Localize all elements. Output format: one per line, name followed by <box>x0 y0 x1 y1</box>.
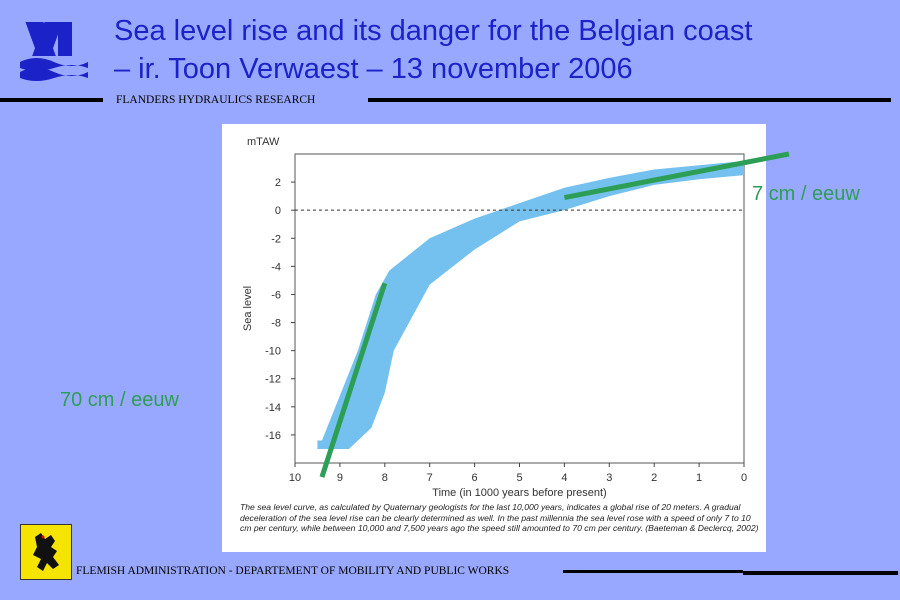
x-tick-label: 6 <box>472 472 478 484</box>
flanders-hydraulics-logo <box>20 22 88 81</box>
x-tick-label: 8 <box>382 472 388 484</box>
x-tick-label: 5 <box>516 472 522 484</box>
x-tick-label: 2 <box>651 472 657 484</box>
flemish-lion-flag <box>20 524 72 580</box>
footer-rule <box>563 570 743 573</box>
x-tick-label: 0 <box>741 472 747 484</box>
x-tick-label: 9 <box>337 472 343 484</box>
chart-panel: 2 0 -2 -4 -6 -8 -10 -12 -14 -16 10 9 8 7 6 5 4 3 2 1 0 mTAW Se… <box>222 124 790 552</box>
footer-rule-right <box>743 571 898 575</box>
y-unit-label: mTAW <box>247 136 280 148</box>
y-tick-label: -14 <box>265 402 281 414</box>
x-tick-label: 7 <box>427 472 433 484</box>
slide-title: Sea level rise and its danger for the Be… <box>114 12 894 88</box>
y-tick-label: 0 <box>275 205 281 217</box>
x-tick-label: 3 <box>606 472 612 484</box>
x-tick-label: 4 <box>561 472 567 484</box>
y-tick-label: 2 <box>275 177 281 189</box>
trend-line-recent <box>563 151 790 200</box>
title-line-2: – ir. Toon Verwaest – 13 november 2006 <box>114 53 633 85</box>
footer-department: FLEMISH ADMINISTRATION - DEPARTEMENT OF … <box>76 565 510 577</box>
x-tick-label: 1 <box>696 472 702 484</box>
y-tick-label: -2 <box>271 233 281 245</box>
organization-label: FLANDERS HYDRAULICS RESEARCH <box>116 94 316 106</box>
header-rule-right <box>368 98 891 102</box>
y-tick-label: -8 <box>271 318 281 330</box>
x-axis-label: Time (in 1000 years before present) <box>432 487 606 499</box>
y-tick-label: -4 <box>271 261 281 273</box>
sea-level-band <box>317 161 744 449</box>
trend-line-early <box>319 282 388 478</box>
x-tick-label: 10 <box>289 472 301 484</box>
y-axis-label: Sea level <box>242 286 254 331</box>
y-tick-label: -6 <box>271 289 281 301</box>
title-line-1: Sea level rise and its danger for the Be… <box>114 15 753 47</box>
y-tick-label: -10 <box>265 346 281 358</box>
y-tick-label: -16 <box>265 430 281 442</box>
rate-label-early: 70 cm / eeuw <box>60 389 179 411</box>
chart-caption: The sea level curve, as calculated by Qu… <box>240 502 759 533</box>
header-rule-left <box>0 98 103 102</box>
y-tick-label: -12 <box>265 374 281 386</box>
rate-label-recent: 7 cm / eeuw <box>752 183 860 205</box>
